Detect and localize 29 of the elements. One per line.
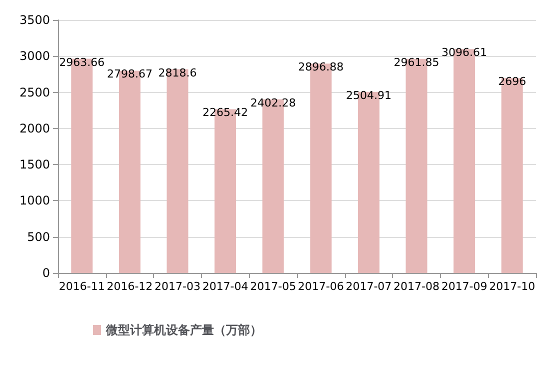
data-label: 3096.61: [442, 46, 488, 60]
data-label: 2896.88: [298, 60, 344, 74]
data-label: 2963.66: [59, 56, 105, 69]
y-tick-label: 1500: [19, 158, 50, 172]
x-tick-label: 2017-06: [298, 280, 344, 293]
x-tick-label: 2017-07: [346, 280, 392, 293]
data-label: 2402.28: [250, 96, 296, 110]
y-tick-label: 3000: [19, 49, 50, 64]
legend-label: 微型计算机设备产量（万部）: [105, 323, 262, 337]
x-tick-label: 2017-05: [250, 280, 296, 293]
data-label: 2798.67: [106, 68, 152, 81]
x-tick-label: 2017-03: [154, 280, 200, 293]
y-tick-label: 500: [27, 230, 50, 244]
x-tick-label: 2017-04: [202, 280, 248, 293]
data-label: 2265.42: [202, 106, 248, 120]
x-tick-label: 2016-11: [58, 280, 105, 293]
data-label: 2696: [498, 75, 526, 88]
y-tick-label: 1000: [19, 194, 50, 208]
y-tick-label: 2500: [19, 85, 50, 100]
x-tick-label: 2017-09: [441, 280, 488, 293]
x-tick-label: 2017-10: [489, 280, 536, 293]
y-tick-label: 2000: [19, 121, 50, 136]
x-tick-label: 2016-12: [106, 280, 153, 293]
y-tick-label: 0: [42, 266, 50, 280]
data-label: 2961.85: [394, 56, 440, 69]
data-label: 2504.91: [346, 88, 392, 102]
data-label: 2818.6: [158, 66, 197, 80]
x-tick-label: 2017-08: [394, 280, 440, 293]
y-tick-label: 3500: [19, 13, 50, 27]
